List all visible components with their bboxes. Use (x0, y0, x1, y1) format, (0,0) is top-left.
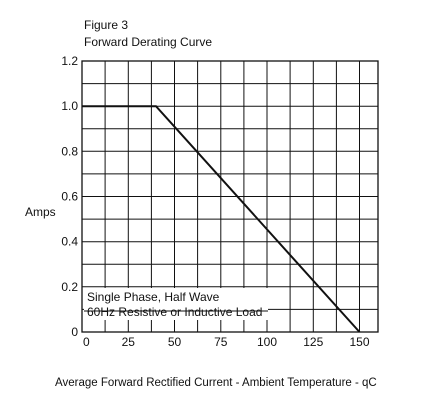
x-tick-label: 50 (168, 335, 182, 349)
x-tick-label: 125 (303, 335, 323, 349)
x-tick-label: 150 (349, 335, 369, 349)
y-tick-label: 0.8 (61, 144, 78, 158)
tick-labels: 0 0.2 0.4 0.6 0.8 1.0 1.2 0 25 50 75 100 125 150 (61, 54, 370, 349)
series-group (82, 105, 361, 333)
figure-title: Forward Derating Curve (84, 35, 212, 49)
y-tick-label: 0 (71, 325, 78, 339)
derating-curve-line (82, 105, 361, 333)
y-tick-label: 0.6 (61, 190, 78, 204)
x-tick-label: 25 (122, 335, 136, 349)
y-tick-label: 1.0 (61, 99, 78, 113)
y-tick-label: 0.2 (61, 280, 78, 294)
x-tick-label: 100 (257, 335, 277, 349)
annotation-line-2: 60Hz Resistive or Inductive Load (87, 305, 262, 319)
y-tick-label: 0.4 (61, 235, 78, 249)
x-tick-label: 75 (214, 335, 228, 349)
y-tick-label: 1.2 (61, 54, 78, 68)
y-axis-label: Amps (25, 205, 56, 219)
annotation-box (84, 288, 268, 320)
plot-frame (81, 60, 379, 333)
figure-number: Figure 3 (84, 18, 128, 32)
annotation-line-1: Single Phase, Half Wave (87, 290, 220, 304)
x-tick-label: 0 (83, 335, 90, 349)
x-axis-label: Average Forward Rectified Current - Ambi… (55, 377, 377, 389)
